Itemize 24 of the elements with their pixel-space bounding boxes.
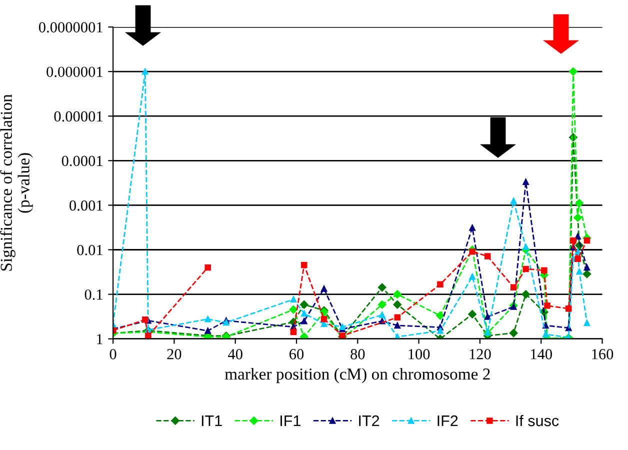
- x-tick-label: 80: [350, 349, 365, 360]
- x-axis-title: marker position (cM) on chromosome 2: [224, 368, 490, 384]
- legend-label: IF2: [438, 415, 458, 426]
- x-tick-label: 40: [228, 349, 242, 360]
- legend-label: IF1: [280, 416, 300, 426]
- y-tick-label: 0.0000001: [38, 22, 102, 33]
- y-tick-label: 0.1: [84, 289, 102, 300]
- x-tick-label: 120: [470, 349, 491, 360]
- legend-label: If susc: [516, 414, 559, 426]
- y-tick-label: 0.0001: [62, 156, 102, 166]
- y-tick-label: 0.001: [70, 200, 102, 211]
- legend-label: IT1: [202, 416, 222, 426]
- y-axis-title: Significance of correlation (p-value): [0, 94, 33, 271]
- y-tick-label: 0.01: [77, 244, 102, 256]
- x-tick-label: 140: [530, 349, 552, 360]
- legend-label: IT2: [359, 415, 380, 426]
- x-tick-label: 160: [592, 349, 614, 360]
- y-tick-label: 1: [97, 334, 102, 344]
- x-tick-label: 20: [167, 349, 182, 360]
- y-tick-label: 0.00001: [54, 111, 102, 122]
- x-tick-label: 0: [110, 349, 116, 360]
- x-tick-label: 100: [408, 349, 430, 360]
- x-tick-label: 60: [290, 349, 304, 360]
- y-tick-label: 0.000001: [46, 66, 102, 78]
